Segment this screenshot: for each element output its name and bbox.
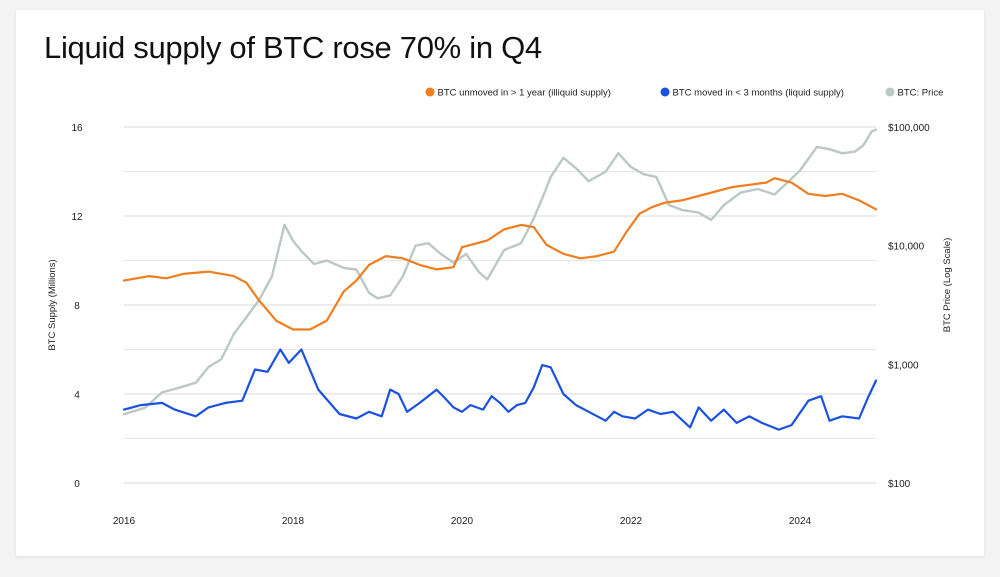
y-right-tick-label: $1,000 bbox=[888, 360, 919, 371]
legend-label: BTC unmoved in > 1 year (illiquid supply… bbox=[438, 88, 611, 99]
y-left-tick-label: 12 bbox=[71, 212, 83, 223]
illiquid-supply-line bbox=[122, 177, 878, 331]
legend-label: BTC moved in < 3 months (liquid supply) bbox=[673, 88, 844, 99]
legend: BTC unmoved in > 1 year (illiquid supply… bbox=[425, 87, 944, 99]
y-left-tick-label: 4 bbox=[74, 390, 80, 401]
liquid-supply-line bbox=[122, 348, 878, 431]
price-series-line bbox=[122, 128, 878, 416]
chart-title: Liquid supply of BTC rose 70% in Q4 bbox=[44, 30, 542, 65]
y-right-tick-label: $10,000 bbox=[888, 242, 925, 253]
y-left-tick-label: 16 bbox=[71, 123, 83, 134]
x-tick-label: 2018 bbox=[282, 516, 305, 527]
x-tick-label: 2024 bbox=[789, 516, 812, 527]
x-tick-label: 2022 bbox=[620, 516, 643, 527]
y-left-tick-label: 0 bbox=[74, 479, 80, 490]
x-tick-label: 2016 bbox=[113, 516, 136, 527]
legend-marker bbox=[885, 87, 895, 97]
series-layer bbox=[122, 128, 878, 431]
axis-layer: BTC Supply (Millions) BTC Price (Log Sca… bbox=[47, 123, 953, 527]
legend-label: BTC: Price bbox=[898, 88, 944, 99]
legend-marker bbox=[425, 87, 435, 97]
y-right-tick-label: $100 bbox=[888, 479, 911, 490]
x-tick-label: 2020 bbox=[451, 516, 474, 527]
y-axis-left-label: BTC Supply (Millions) bbox=[47, 259, 58, 350]
grid-layer bbox=[124, 126, 876, 484]
y-right-tick-label: $100,000 bbox=[888, 123, 930, 134]
y-left-tick-label: 8 bbox=[74, 301, 80, 312]
chart-card bbox=[16, 10, 984, 556]
y-axis-right-label: BTC Price (Log Scale) bbox=[942, 238, 953, 333]
legend-marker bbox=[660, 87, 670, 97]
